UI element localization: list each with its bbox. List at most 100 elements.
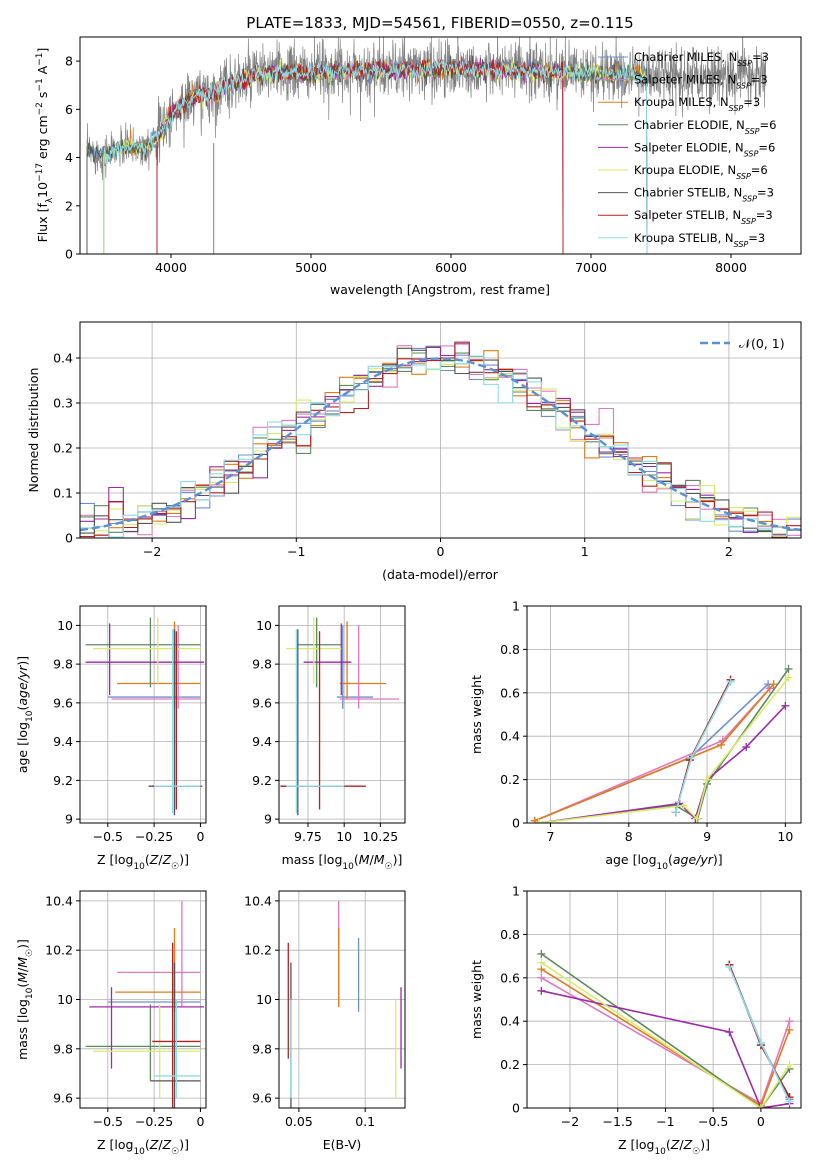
weight-line-chabrier-miles — [534, 683, 769, 822]
x-tick-label: 0 — [437, 544, 445, 559]
x-axis-label: Z [log10(Z/Z☉)] — [618, 1137, 710, 1157]
weight-marker-kroupa-elodie — [785, 1060, 794, 1069]
y-tick-label: 6 — [65, 102, 73, 117]
plot-area — [530, 664, 793, 823]
weight-line-salpeter-miles — [534, 687, 771, 822]
x-tick-label: 10 — [777, 829, 793, 844]
weight-marker-kroupa-miles — [530, 816, 539, 823]
y-axis-label: mass [log10(M/M☉)] — [15, 939, 35, 1060]
x-axis-label: age [log10(age/yr)] — [605, 852, 722, 872]
spectrum-legend: Chabrier MILES, NSSP=3 Salpeter MILES, NS… — [598, 50, 776, 248]
legend-label: Chabrier STELIB, NSSP=3 — [634, 186, 774, 204]
y-tick-label: 4 — [65, 150, 73, 165]
weight-marker-kroupa-miles — [717, 740, 726, 749]
weight-marker-kroupa-stelib — [726, 677, 735, 686]
y-tick-label: 10.4 — [244, 893, 272, 908]
plot-area — [287, 900, 402, 1108]
panel-age-vs-mass: 9.75 10 10.25 9 9.2 9.4 9.6 9.8 10 mass [log10(M/… — [252, 605, 406, 872]
y-tick-label: 10 — [57, 992, 73, 1007]
legend-label: Salpeter STELIB, NSSP=3 — [634, 208, 773, 226]
x-tick-label: 0.1 — [355, 1114, 375, 1129]
x-tick-label: 5000 — [295, 260, 327, 275]
legend-label: Chabrier ELODIE, NSSP=6 — [634, 118, 776, 136]
weight-marker-chabrier-elodie — [784, 664, 793, 673]
x-axis-label: Z [log10(Z/Z☉)] — [97, 852, 189, 872]
legend-label: Salpeter ELODIE, NSSP=6 — [634, 140, 775, 158]
panel-mass-weight-vs-Z: −2 −1.5 −1 −0.5 0 0 0.2 0.4 0.6 0.8 1 Z [log10(Z/Z☉… — [469, 884, 802, 1157]
plot-area — [280, 617, 400, 816]
x-tick-label: 7000 — [575, 260, 607, 275]
weight-marker-salpeter-miles — [785, 1017, 794, 1026]
y-tick-label: 10 — [57, 618, 73, 633]
y-tick-label: 9.2 — [252, 773, 272, 788]
plot-area — [537, 949, 794, 1108]
x-tick-label: 2 — [725, 544, 733, 559]
legend-label: Chabrier MILES, NSSP=3 — [634, 50, 769, 68]
y-tick-label: 0.6 — [500, 685, 520, 700]
y-tick-label: 9.6 — [252, 695, 272, 710]
weight-marker-kroupa-elodie — [784, 673, 793, 682]
weight-marker-kroupa-stelib — [687, 753, 696, 762]
x-tick-label: 4000 — [155, 260, 187, 275]
plot-area — [85, 617, 205, 816]
weight-marker-kroupa-elodie — [679, 801, 688, 810]
y-tick-label: 1 — [512, 884, 520, 899]
y-tick-label: 0.2 — [500, 772, 520, 787]
legend-label: Kroupa ELODIE, NSSP=6 — [634, 163, 768, 181]
weight-marker-salpeter-elodie — [537, 986, 546, 995]
y-tick-label: 9.8 — [53, 1041, 73, 1056]
x-tick-label: 6000 — [435, 260, 467, 275]
x-tick-label: 10 — [336, 829, 352, 844]
x-tick-label: 0.05 — [285, 1114, 313, 1129]
y-tick-label: 0 — [65, 247, 73, 262]
weight-marker-kroupa-miles — [785, 1025, 794, 1034]
panel-mass-vs-Z: −0.5 −0.25 0 9.6 9.8 10 10.2 10.4 Z [log10(Z/Z☉)… — [15, 890, 207, 1157]
weight-line-chabrier-elodie — [538, 668, 790, 823]
x-tick-label: −0.5 — [93, 829, 123, 844]
axes-frame — [278, 605, 406, 824]
x-tick-label: −0.25 — [135, 829, 173, 844]
x-tick-label: −0.5 — [698, 1114, 728, 1129]
model-spectrum-kroupa-stelib — [103, 59, 648, 254]
y-tick-label: 9 — [264, 812, 272, 827]
y-tick-label: 9.6 — [53, 695, 73, 710]
x-tick-label: 8 — [625, 829, 633, 844]
axes-frame — [79, 605, 207, 824]
histogram-kroupa-stelib — [80, 355, 801, 538]
x-tick-label: 1 — [581, 544, 589, 559]
x-axis-label: Z [log10(Z/Z☉)] — [97, 1137, 189, 1157]
panel-age-vs-Z: −0.5 −0.25 0 9 9.2 9.4 9.6 9.8 10 Z [log10(Z/Z☉)]… — [15, 605, 207, 872]
x-tick-label: 0 — [757, 1114, 765, 1129]
x-tick-label: −1 — [287, 544, 305, 559]
x-tick-label: 8000 — [715, 260, 747, 275]
y-tick-label: 0.2 — [53, 441, 73, 456]
x-tick-label: −0.5 — [93, 1114, 123, 1129]
weight-marker-kroupa-elodie — [703, 775, 712, 784]
y-tick-label: 0 — [65, 531, 73, 546]
plot-area — [85, 900, 205, 1108]
spectrum-x-label: wavelength [Angstrom, rest frame] — [330, 282, 550, 297]
y-tick-label: 0.6 — [500, 970, 520, 985]
x-axis-label: mass [log10(M/M☉)] — [282, 852, 403, 872]
x-tick-label: −0.25 — [135, 1114, 173, 1129]
y-tick-label: 8 — [65, 54, 73, 69]
y-tick-label: 1 — [512, 599, 520, 614]
weight-marker-kroupa-stelib — [725, 962, 734, 971]
y-tick-label: 10.2 — [45, 943, 73, 958]
model-spectrum-salpeter-stelib — [156, 56, 564, 254]
y-tick-label: 0.2 — [500, 1057, 520, 1072]
weight-marker-kroupa-stelib — [671, 808, 680, 817]
weight-marker-kroupa-miles — [769, 680, 778, 689]
panel-spectrum: 4000 5000 6000 7000 8000 0 2 4 6 8 wavelength [Ang… — [35, 36, 802, 297]
weight-marker-salpeter-elodie — [742, 743, 751, 752]
x-tick-label: 9.75 — [294, 829, 322, 844]
residual-x-label: (data-model)/error — [382, 567, 499, 582]
x-tick-label: 0 — [196, 829, 204, 844]
legend-label: Kroupa STELIB, NSSP=3 — [634, 231, 765, 249]
axes-frame — [526, 605, 802, 824]
legend-label-gaussian: 𝒩(0, 1) — [739, 336, 785, 351]
spectrum-y-label: Flux [fλ10−17 erg cm−2 s−1 A−1] — [35, 48, 55, 243]
y-tick-label: 9.8 — [252, 1041, 272, 1056]
figure-title: PLATE=1833, MJD=54561, FIBERID=0550, z=0… — [246, 14, 633, 32]
axes-frame — [79, 36, 802, 255]
